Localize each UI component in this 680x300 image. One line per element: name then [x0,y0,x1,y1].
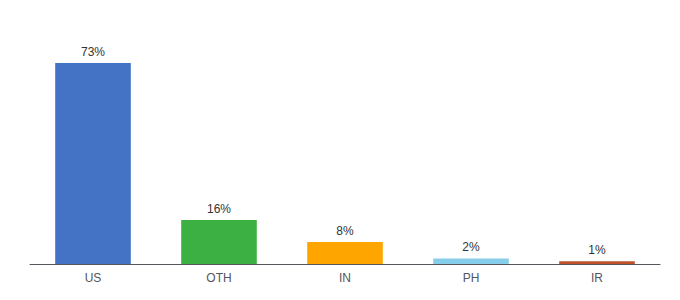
svg-text:73%: 73% [81,45,105,59]
svg-text:1%: 1% [588,243,606,257]
svg-text:16%: 16% [207,202,231,216]
svg-text:2%: 2% [462,240,480,254]
svg-text:US: US [85,271,102,285]
svg-text:8%: 8% [336,224,354,238]
svg-text:OTH: OTH [206,271,231,285]
svg-text:IN: IN [339,271,351,285]
svg-text:IR: IR [591,271,603,285]
svg-text:PH: PH [463,271,480,285]
